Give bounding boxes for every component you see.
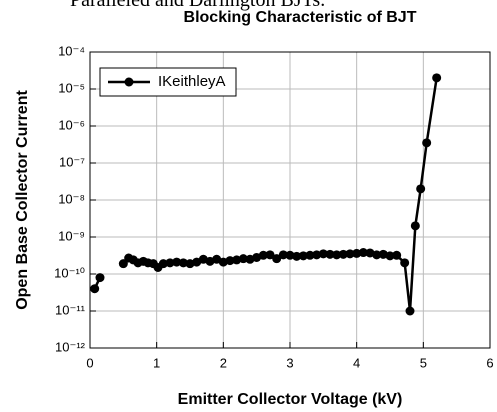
data-point <box>272 254 282 264</box>
data-point <box>325 249 335 259</box>
y-tick-label: 10⁻⁹ <box>58 228 85 243</box>
legend-box <box>99 67 237 97</box>
x-tick-label: 3 <box>286 355 293 370</box>
x-tick-label: 4 <box>353 355 360 370</box>
data-point <box>312 250 322 260</box>
data-point <box>416 184 426 194</box>
data-point <box>298 251 308 261</box>
y-tick-label: 10⁻⁴ <box>58 43 85 58</box>
data-point <box>400 258 410 268</box>
y-tick-label: 10⁻⁷ <box>59 154 85 169</box>
data-point <box>318 249 328 259</box>
data-point <box>158 259 168 269</box>
data-point <box>95 273 105 283</box>
y-axis-label: Open Base Collector Current <box>14 90 31 310</box>
data-point <box>178 258 188 268</box>
data-point <box>392 250 402 260</box>
data-point <box>432 73 442 83</box>
data-point <box>372 250 382 260</box>
data-point <box>385 251 395 261</box>
data-point <box>278 250 288 260</box>
legend-label: IKeithleyA <box>158 73 226 90</box>
data-point <box>265 250 275 260</box>
data-point <box>258 250 268 260</box>
plot-frame <box>89 51 491 349</box>
data-point <box>238 254 248 264</box>
x-axis-label: Emitter Collector Voltage (kV) <box>178 391 403 408</box>
legend-marker <box>124 77 134 87</box>
context-text: Paralleled and Darlington BJTs. <box>70 0 325 11</box>
data-point <box>352 248 362 258</box>
data-point <box>118 259 128 269</box>
y-tick-label: 10⁻¹¹ <box>55 302 86 317</box>
x-tick-label: 2 <box>220 355 227 370</box>
data-point <box>338 249 348 259</box>
data-point <box>90 284 100 294</box>
data-point <box>165 258 175 268</box>
y-tick-label: 10⁻¹⁰ <box>54 265 85 280</box>
data-point <box>305 250 315 260</box>
x-tick-label: 6 <box>486 355 493 370</box>
chart-title: Blocking Characteristic of BJT <box>184 9 417 26</box>
data-line <box>93 77 438 312</box>
y-tick-label: 10⁻¹² <box>55 339 86 354</box>
x-tick-label: 5 <box>420 355 427 370</box>
data-point <box>358 248 368 258</box>
y-tick-label: 10⁻⁶ <box>58 117 85 132</box>
data-point <box>225 256 235 266</box>
data-point <box>422 138 432 148</box>
x-tick-label: 1 <box>153 355 160 370</box>
x-tick-label: 0 <box>86 355 93 370</box>
data-point <box>232 255 242 265</box>
data-point <box>405 306 415 316</box>
data-point <box>345 249 355 259</box>
data-point <box>332 250 342 260</box>
y-tick-label: 10⁻⁵ <box>58 80 85 95</box>
data-point <box>292 251 302 261</box>
data-point <box>285 250 295 260</box>
y-tick-label: 10⁻⁸ <box>58 191 85 206</box>
data-point <box>410 221 420 231</box>
data-point <box>172 257 182 267</box>
